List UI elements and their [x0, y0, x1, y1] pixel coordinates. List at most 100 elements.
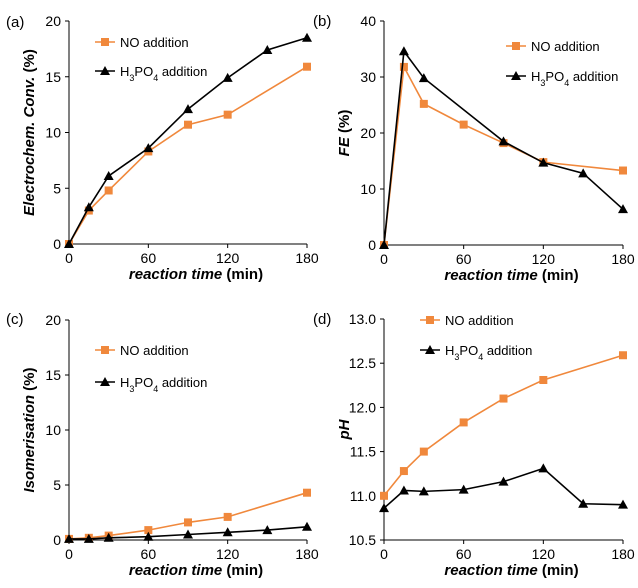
data-point [83, 202, 94, 212]
legend-item: H3PO4 addition [420, 343, 532, 362]
legend-marker [100, 66, 110, 75]
y-tick-label: 10.5 [349, 532, 376, 548]
x-tick-label: 120 [532, 546, 556, 562]
data-point [262, 525, 273, 535]
series-h3po4-addition [379, 463, 628, 513]
y-tick-label: 20 [45, 13, 61, 29]
data-point [399, 467, 408, 476]
data-point [303, 488, 311, 497]
data-point [539, 375, 548, 384]
data-point [83, 533, 94, 543]
y-tick-label: 40 [360, 13, 376, 29]
y-tick-label: 12.5 [349, 355, 376, 371]
x-tick-label: 120 [216, 250, 240, 266]
legend-label: NO addition [120, 343, 189, 358]
panel-label: (c) [6, 311, 24, 328]
y-tick-label: 12.0 [349, 399, 376, 415]
data-point [538, 157, 549, 167]
legend-item: NO addition [506, 39, 600, 54]
y-tick-label: 0 [53, 236, 61, 252]
panel-label: (a) [6, 14, 24, 31]
panel-2: (b) 0 10 20 30 40 0 60 120 180 reaction time (min)… [313, 13, 635, 284]
legend-item: NO addition [95, 35, 189, 50]
data-point [419, 447, 428, 456]
data-point [398, 46, 409, 56]
data-point [459, 120, 468, 129]
y-tick-label: 5 [53, 180, 61, 196]
series-line [383, 354, 624, 497]
data-point [222, 72, 233, 82]
legend-item: NO addition [95, 343, 189, 358]
legend-marker [425, 345, 435, 354]
data-point [619, 166, 627, 175]
data-point [458, 484, 469, 494]
x-tick-label: 120 [216, 546, 240, 562]
data-point [223, 110, 232, 119]
x-tick-label: 60 [456, 546, 472, 562]
series-no-addition [380, 62, 627, 249]
y-tick-label: 15 [45, 69, 61, 85]
data-point [222, 527, 233, 537]
series-line [383, 64, 624, 246]
data-point [499, 394, 508, 403]
data-point [619, 351, 627, 360]
y-tick-label: 11.5 [350, 444, 376, 460]
legend-marker [101, 38, 109, 46]
data-point [398, 485, 409, 495]
data-point [144, 526, 153, 535]
series-line [68, 66, 308, 245]
legend-label: NO addition [531, 39, 600, 54]
x-tick-label: 0 [380, 251, 388, 267]
series-line [69, 526, 308, 540]
data-point [578, 498, 589, 508]
data-point [104, 186, 113, 195]
y-tick-label: 0 [368, 237, 376, 253]
data-point [379, 240, 389, 249]
panel-4: (d) 10.5 11.0 11.5 12.0 12.5 13.0 0 60 120 180 reac… [313, 311, 635, 579]
panel-3: (c) 0 5 10 15 20 0 60 120 180 reaction time (min) I… [6, 311, 319, 579]
x-tick-label: 180 [611, 251, 635, 267]
y-tick-label: 20 [360, 125, 376, 141]
y-axis-label: Electrochem. Conv. (%) [21, 49, 38, 216]
panel-label: (d) [313, 311, 331, 328]
data-point [303, 62, 311, 71]
x-tick-label: 60 [141, 546, 157, 562]
data-point [223, 512, 232, 521]
data-point [184, 120, 192, 129]
x-tick-label: 0 [65, 250, 73, 266]
data-point [419, 99, 428, 108]
series-h3po4-addition [64, 521, 312, 543]
x-tick-label: 60 [141, 250, 157, 266]
y-tick-label: 5 [53, 477, 61, 493]
legend-item: NO addition [420, 313, 514, 328]
panel-1: (a) 0 5 10 15 20 0 60 120 180 reaction time (min) E… [6, 13, 319, 283]
legend-item: H3PO4 addition [506, 69, 618, 88]
data-point [64, 239, 74, 248]
legend-marker [101, 346, 109, 354]
series-h3po4-addition [379, 46, 628, 249]
y-tick-label: 11.0 [350, 488, 376, 504]
y-tick-label: 10 [360, 181, 376, 197]
y-axis-label: Isomerisation (%) [21, 367, 38, 492]
legend-label: H3PO4 addition [445, 343, 532, 362]
x-tick-label: 60 [456, 251, 472, 267]
series-no-addition [380, 351, 627, 500]
y-tick-label: 20 [45, 312, 61, 328]
legend-item: H3PO4 addition [95, 375, 207, 394]
x-tick-label: 120 [532, 251, 556, 267]
legend-label: H3PO4 addition [120, 375, 207, 394]
x-tick-label: 0 [65, 546, 73, 562]
data-point [418, 73, 429, 83]
legend-item: H3PO4 addition [95, 64, 207, 83]
legend-label: NO addition [120, 35, 189, 50]
y-tick-label: 30 [360, 69, 376, 85]
data-point [262, 44, 273, 54]
data-point [618, 499, 628, 509]
data-point [64, 533, 74, 543]
y-axis-label: pH [336, 418, 353, 440]
data-point [302, 521, 312, 531]
data-point [399, 62, 408, 71]
y-tick-label: 13.0 [349, 311, 376, 327]
data-point [538, 463, 549, 473]
y-axis-label: FE (%) [336, 110, 353, 157]
